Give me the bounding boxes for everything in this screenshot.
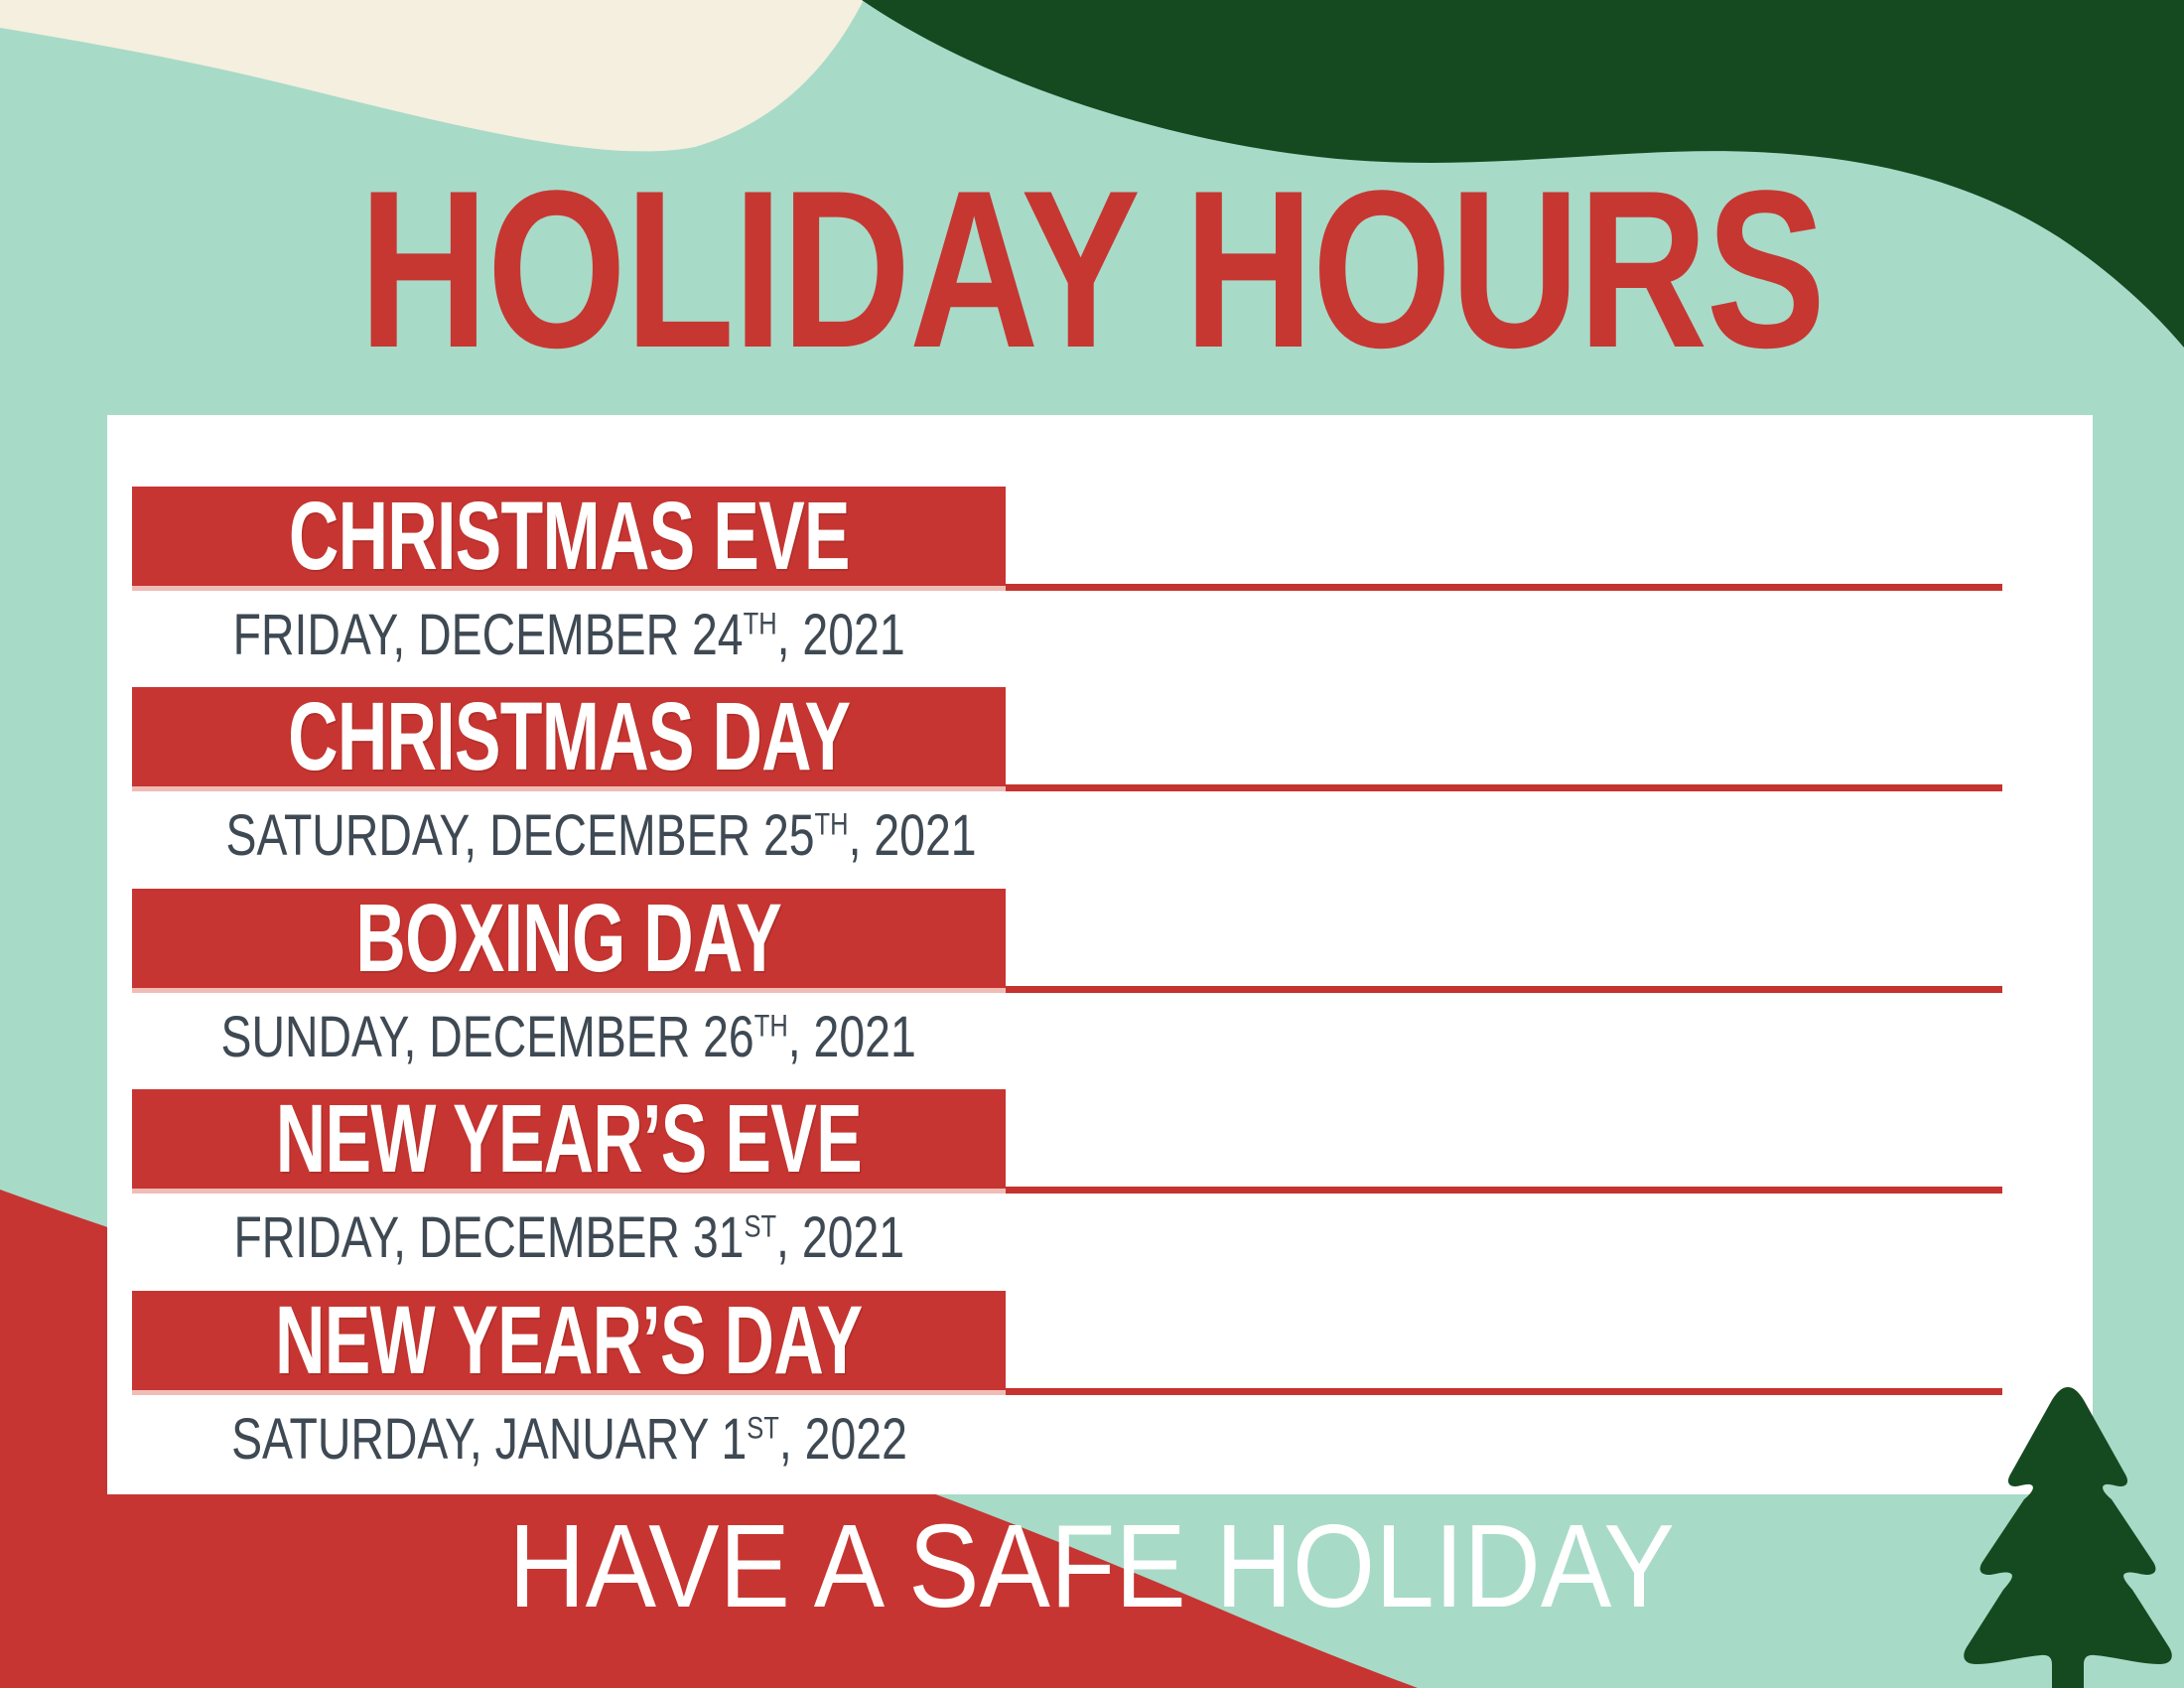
page-title: HOLIDAY HOURS (0, 157, 2184, 381)
date-main: SUNDAY, DECEMBER 26 (220, 1005, 755, 1069)
holiday-name: BOXING DAY (355, 884, 782, 992)
date-main: SATURDAY, JANUARY 1 (230, 1407, 747, 1472)
holiday-date-text: SATURDAY, DECEMBER 25TH, 2021 (226, 804, 977, 868)
holiday-banner: CHRISTMAS DAY (132, 687, 1006, 791)
holiday-date: FRIDAY, DECEMBER 24TH, 2021 (132, 604, 1006, 667)
hours-fill-in-line (1006, 986, 2002, 993)
hours-fill-in-line (1006, 784, 2002, 791)
holiday-banner: NEW YEAR’S EVE (132, 1089, 1006, 1194)
christmas-tree-icon (1964, 1387, 2172, 1688)
holiday-name: NEW YEAR’S DAY (275, 1286, 863, 1394)
holiday-date: SATURDAY, JANUARY 1ST, 2022 (132, 1408, 1006, 1472)
date-ordinal: ST (746, 1409, 779, 1446)
holiday-name: CHRISTMAS DAY (287, 682, 851, 790)
hours-fill-in-line (1006, 1388, 2002, 1395)
holiday-row-new-years-eve: NEW YEAR’S EVE FRIDAY, DECEMBER 31ST, 20… (107, 1089, 2093, 1290)
holiday-date-text: SUNDAY, DECEMBER 26TH, 2021 (221, 1006, 916, 1069)
holiday-date: SUNDAY, DECEMBER 26TH, 2021 (132, 1006, 1006, 1069)
date-year: , 2021 (788, 1005, 917, 1069)
date-year: , 2021 (776, 603, 905, 667)
holiday-banner: BOXING DAY (132, 889, 1006, 993)
holiday-row-christmas-day: CHRISTMAS DAY SATURDAY, DECEMBER 25TH, 2… (107, 687, 2093, 888)
holiday-date: SATURDAY, DECEMBER 25TH, 2021 (132, 804, 1006, 868)
page-title-text: HOLIDAY HOURS (358, 143, 1827, 394)
date-main: FRIDAY, DECEMBER 24 (232, 603, 744, 667)
date-ordinal: TH (814, 805, 849, 842)
date-ordinal: TH (754, 1007, 789, 1044)
dark-green-wave-top-right (862, 0, 2184, 348)
date-ordinal: TH (743, 605, 777, 641)
date-year: , 2021 (775, 1205, 904, 1270)
date-main: SATURDAY, DECEMBER 25 (225, 803, 815, 868)
footer-message: HAVE A SAFE HOLIDAY (0, 1507, 2184, 1625)
holiday-row-new-years-day: NEW YEAR’S DAY SATURDAY, JANUARY 1ST, 20… (107, 1291, 2093, 1491)
holiday-banner: CHRISTMAS EVE (132, 487, 1006, 591)
date-main: FRIDAY, DECEMBER 31 (233, 1205, 745, 1270)
holiday-banner: NEW YEAR’S DAY (132, 1291, 1006, 1395)
hours-fill-in-line (1006, 1187, 2002, 1194)
date-year: , 2022 (778, 1407, 907, 1472)
holiday-name: NEW YEAR’S EVE (275, 1084, 863, 1193)
hours-card: CHRISTMAS EVE FRIDAY, DECEMBER 24TH, 202… (107, 415, 2093, 1494)
holiday-date: FRIDAY, DECEMBER 31ST, 2021 (132, 1206, 1006, 1270)
holiday-name: CHRISTMAS EVE (288, 482, 851, 590)
cream-wave-top-left (0, 0, 864, 152)
holiday-date-text: FRIDAY, DECEMBER 24TH, 2021 (232, 604, 904, 667)
date-ordinal: ST (744, 1207, 776, 1244)
holiday-date-text: FRIDAY, DECEMBER 31ST, 2021 (233, 1206, 904, 1270)
date-year: , 2021 (848, 803, 977, 868)
footer-message-text: HAVE A SAFE HOLIDAY (508, 1500, 1676, 1632)
holiday-row-boxing-day: BOXING DAY SUNDAY, DECEMBER 26TH, 2021 (107, 889, 2093, 1089)
holiday-row-christmas-eve: CHRISTMAS EVE FRIDAY, DECEMBER 24TH, 202… (107, 487, 2093, 687)
hours-fill-in-line (1006, 584, 2002, 591)
holiday-date-text: SATURDAY, JANUARY 1ST, 2022 (231, 1408, 907, 1472)
